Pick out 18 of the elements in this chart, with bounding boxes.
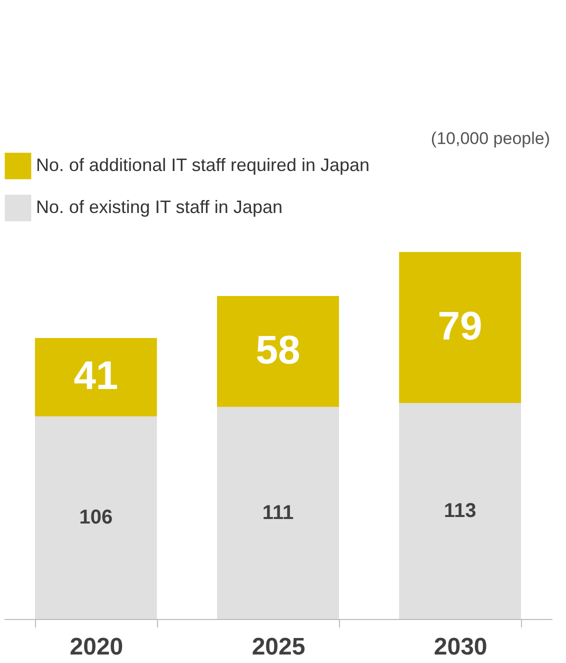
x-tick-label: 2025 [252, 634, 306, 660]
x-tick-label: 2030 [434, 634, 488, 660]
data-label: 58 [256, 328, 300, 372]
bar [217, 406, 339, 619]
legend-label: No. of existing IT staff in Japan [36, 197, 282, 217]
legend-label: No. of additional IT staff required in Japan [36, 155, 370, 175]
bar [399, 252, 522, 404]
data-label: 111 [262, 502, 294, 524]
data-label: 41 [74, 354, 118, 398]
bar [399, 403, 522, 619]
x-tick-label: 2020 [70, 634, 124, 660]
bar [217, 296, 339, 407]
text: (10,000 people) [430, 129, 550, 148]
data-label: 113 [444, 500, 476, 522]
data-label: 79 [438, 304, 482, 349]
data-label: 106 [79, 506, 113, 529]
bar [34, 338, 157, 416]
bar [34, 416, 157, 619]
